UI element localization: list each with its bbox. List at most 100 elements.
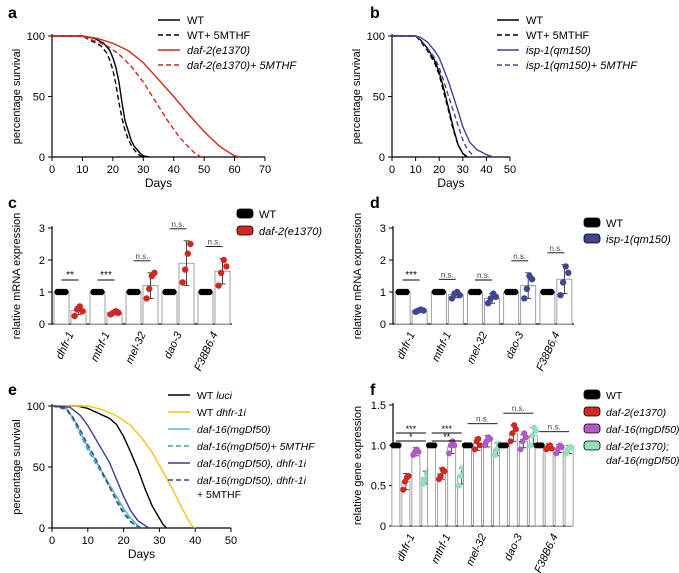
data-point-d-4-1 (559, 279, 567, 286)
data-point-f-4-1 (548, 445, 555, 452)
bar-d-2-0 (467, 291, 483, 325)
bar-f-4-3 (564, 448, 574, 527)
legend-label-e-2: daf-16(mgDf50) (197, 424, 271, 436)
legend-label-a-0: WT (187, 15, 204, 27)
legend-label-b-2: isp-1(qm150) (526, 45, 591, 57)
legend-label-f-1: daf-2(e1370) (606, 407, 666, 419)
x-tick-label-e: 10 (82, 535, 94, 547)
data-point-f-3-3 (527, 442, 534, 449)
category-label-f-3: dao-3 (502, 531, 525, 562)
panel-label-f: f (370, 382, 376, 399)
y-axis-label-f: relative gene expression (352, 406, 364, 525)
significance-label-c: n.s. (208, 237, 221, 246)
x-axis-label-a: Days (145, 176, 172, 190)
x-tick-label-a: 0 (49, 164, 55, 176)
data-point-c-4-1 (215, 282, 222, 289)
bar-f-4-2 (554, 448, 564, 527)
survival-curve-e-5 (51, 405, 142, 529)
data-point-f-2-0 (467, 442, 474, 449)
category-label-d-4: F38B6.4 (534, 330, 562, 373)
legend-swatch-c-1 (236, 225, 254, 236)
data-point-f-1-2 (446, 450, 452, 457)
data-point-c-2-0 (134, 288, 141, 296)
significance-label-f: *** (406, 424, 417, 434)
data-point-d-4-1 (557, 292, 564, 299)
data-point-f-4-3 (568, 444, 575, 451)
data-point-c-0-0 (62, 288, 69, 296)
data-point-c-4-1 (220, 256, 227, 264)
x-tick-label-b: 40 (480, 164, 492, 176)
legend-swatch-d-1 (583, 233, 601, 244)
legend-swatch-f-3 (583, 440, 601, 451)
y-tick-label-f: 1.0 (371, 440, 386, 452)
x-axis-label-b: Days (437, 176, 464, 190)
data-point-c-2-1 (146, 285, 153, 292)
category-label-c-1: mthf-1 (89, 330, 113, 363)
data-point-f-0-0 (395, 442, 402, 449)
data-point-f-4-2 (558, 443, 565, 450)
data-point-c-4-0 (206, 288, 213, 296)
x-tick-label-a: 50 (198, 164, 210, 176)
y-tick-label-f: 0 (380, 521, 386, 533)
panel-label-c: c (8, 195, 17, 212)
data-point-f-3-2 (523, 434, 529, 441)
data-point-f-2-1 (477, 442, 484, 449)
data-point-d-0-0 (403, 288, 410, 296)
legend-label-e-1: WT dhfr-1i (197, 407, 246, 419)
data-point-d-1-1 (456, 292, 463, 299)
survival-curve-e-3 (51, 405, 139, 529)
y-tick-label-c: 2 (39, 255, 45, 267)
data-point-d-2-1 (492, 293, 500, 300)
bar-f-2-2 (483, 440, 492, 527)
bar-f-1-0 (427, 444, 437, 527)
legend-label-f-0: WT (606, 390, 623, 402)
data-point-f-3-2 (517, 446, 524, 453)
category-label-d-3: dao-3 (504, 329, 527, 360)
legend-label-e-5: daf-16(mgDf50), dhfr-1i + 5MTHF (197, 475, 307, 501)
x-tick-label-a: 20 (107, 164, 119, 176)
x-axis-label-e: Days (128, 547, 155, 561)
y-tick-label-f: 0.5 (371, 481, 386, 493)
data-point-d-1-0 (439, 288, 446, 296)
bar-c-4-0 (197, 291, 214, 325)
data-point-c-1-0 (98, 288, 105, 296)
bar-c-0-0 (53, 291, 70, 325)
survival-curve-e-0 (52, 405, 168, 529)
significance-label-d: n.s. (513, 252, 526, 261)
significance-label-c: n.s. (136, 252, 149, 261)
legend-swatch-f-1 (583, 406, 601, 417)
data-point-d-4-0 (548, 288, 555, 296)
y-tick-label-a: 0 (39, 152, 45, 164)
data-point-f-3-2 (519, 438, 526, 445)
bar-f-0-2 (411, 451, 421, 527)
bar-d-1-0 (430, 291, 447, 325)
x-tick-label-b: 30 (457, 164, 469, 176)
y-axis-label-a: percentage survival (11, 49, 23, 144)
data-point-f-2-3 (491, 452, 498, 459)
y-tick-label-e: 0 (39, 523, 45, 535)
legend-label-a-1: WT+ 5MTHF (187, 30, 251, 42)
data-point-c-0-1 (71, 312, 78, 320)
bar-c-1-0 (89, 291, 106, 325)
category-label-f-1: mthf-1 (429, 532, 453, 565)
y-tick-label-b: 0 (379, 152, 385, 164)
data-point-f-1-2 (451, 442, 458, 449)
y-tick-label-a: 50 (33, 92, 45, 104)
y-axis-label-c: relative mRNA expression (11, 213, 23, 340)
y-tick-label-c: 3 (39, 223, 45, 235)
x-tick-label-b: 50 (504, 164, 516, 176)
data-point-c-2-1 (143, 295, 150, 302)
x-tick-label-a: 60 (228, 164, 240, 176)
survival-curve-e-4 (51, 405, 150, 529)
data-point-f-3-1 (509, 430, 516, 437)
data-point-f-1-1 (441, 468, 448, 475)
bar-f-2-0 (463, 444, 472, 527)
significance-label-f: n.s. (476, 415, 489, 424)
data-point-f-3-3 (533, 427, 539, 434)
bar-f-4-1 (544, 446, 554, 527)
bar-d-4-0 (539, 291, 556, 325)
x-tick-label-b: 0 (389, 164, 395, 176)
bar-f-3-2 (518, 440, 528, 527)
data-point-f-3-1 (507, 438, 514, 445)
legend-label-a-3: daf-2(e1370)+ 5MTHF (187, 60, 297, 72)
